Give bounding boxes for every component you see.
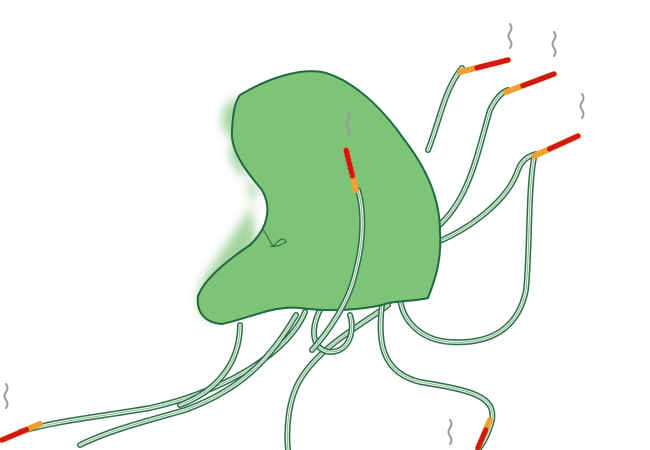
tip-left bbox=[0, 383, 43, 443]
tip-2 bbox=[503, 31, 557, 95]
tentacle-3 bbox=[427, 151, 539, 248]
tentacle-6 bbox=[284, 302, 391, 450]
tip-1 bbox=[457, 23, 513, 75]
front-tentacle-group bbox=[309, 187, 366, 353]
tentacle-8 bbox=[397, 155, 537, 346]
tips-group bbox=[0, 23, 585, 450]
tentacle-9 bbox=[377, 302, 496, 450]
smoke-wisp-icon bbox=[579, 93, 585, 119]
smoke-wisp-icon bbox=[3, 383, 9, 409]
smoke-wisp-icon bbox=[345, 111, 351, 137]
body-scribble bbox=[261, 227, 287, 247]
smoke-wisp-icon bbox=[507, 23, 513, 49]
tentacle-4 bbox=[17, 309, 308, 435]
jellyfish-body bbox=[196, 70, 442, 326]
smoke-wisp-icon bbox=[447, 419, 453, 445]
tentacle-5 bbox=[77, 312, 299, 448]
tentacle-10 bbox=[177, 322, 243, 408]
tip-3 bbox=[531, 93, 585, 159]
tentacle-2 bbox=[433, 87, 511, 231]
smoke-wisp-icon bbox=[551, 31, 557, 57]
tentacles-group bbox=[17, 65, 539, 450]
tip-front bbox=[343, 111, 359, 193]
tip-bottom bbox=[447, 417, 493, 450]
tentacle-7 bbox=[311, 307, 355, 356]
tentacle-front bbox=[309, 187, 366, 353]
tentacle-1 bbox=[425, 65, 465, 153]
